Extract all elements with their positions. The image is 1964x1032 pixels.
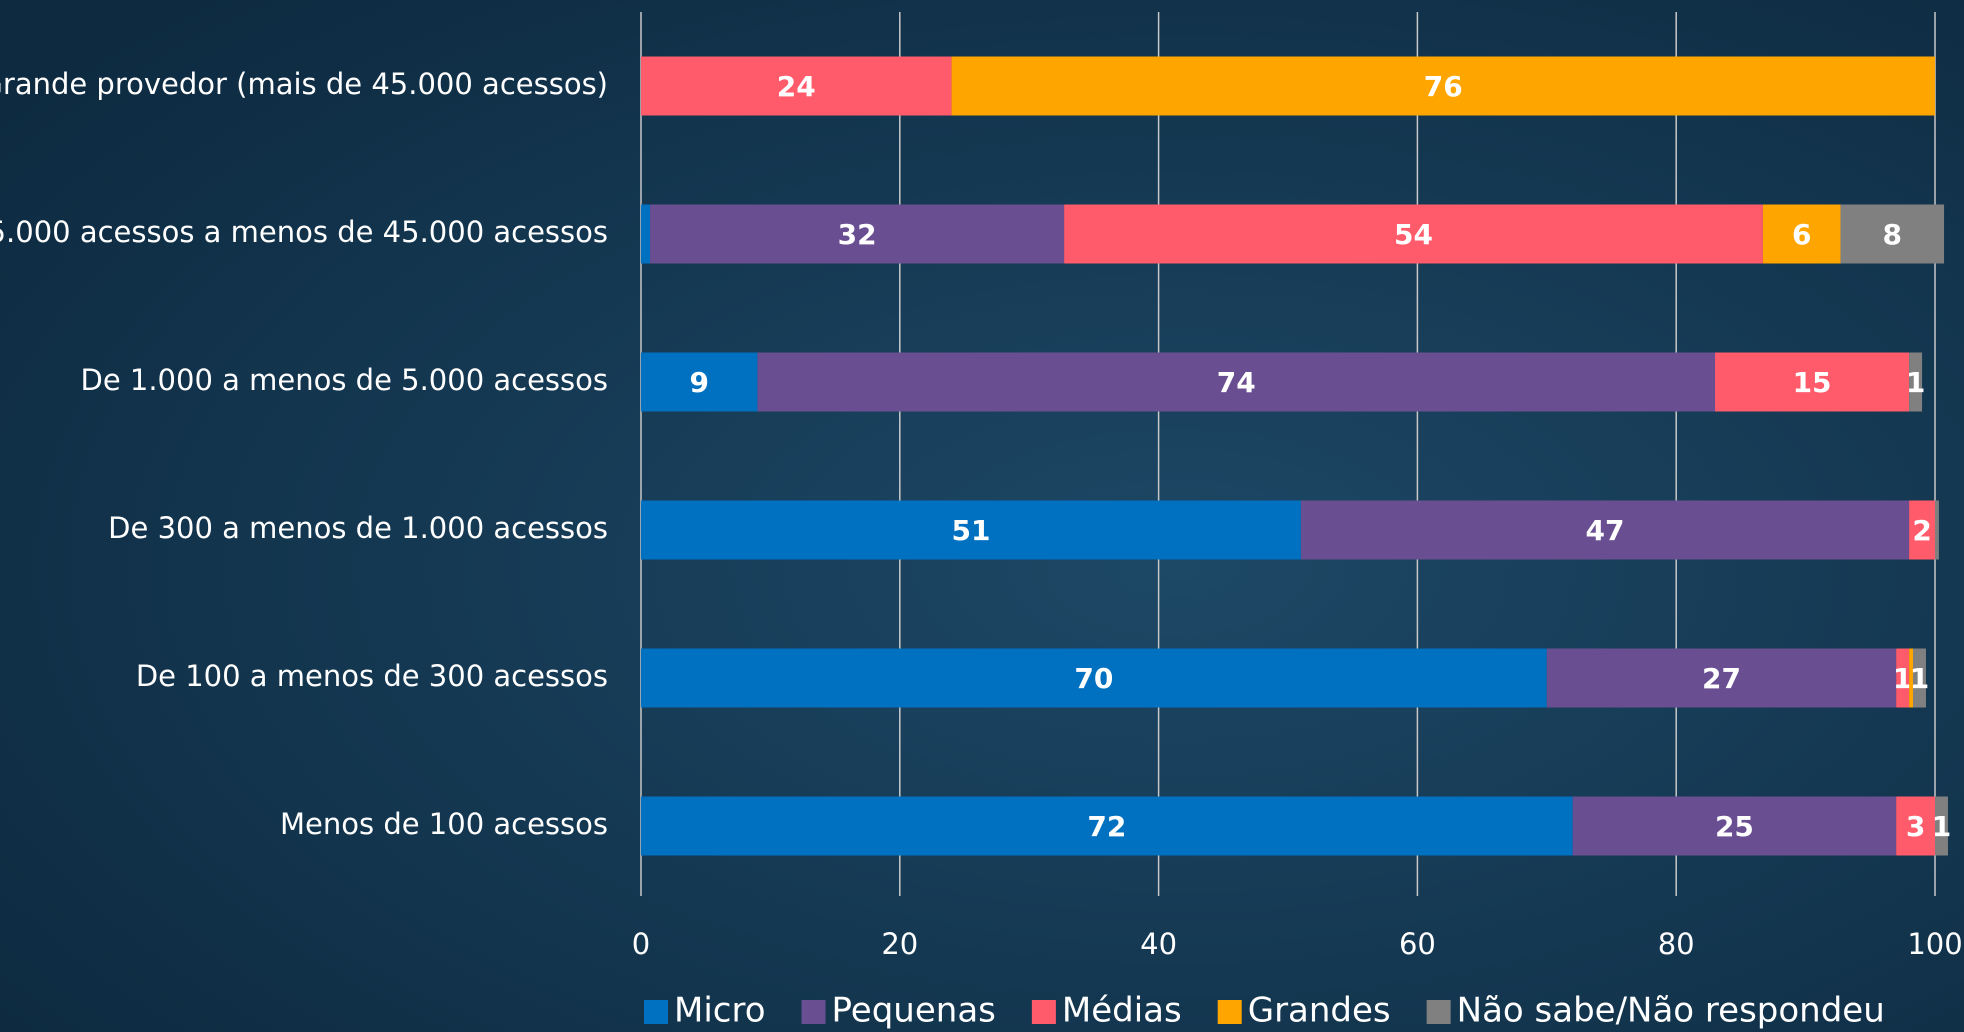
data-label: 76	[1424, 70, 1463, 103]
y-tick-label: Menos de 100 acessos	[280, 807, 608, 841]
bar-segment	[1896, 796, 1935, 856]
bar-segment	[650, 204, 1065, 264]
bar-segment	[757, 352, 1716, 412]
legend-swatch	[1217, 1000, 1242, 1024]
y-tick-label: 5.000 acessos a menos de 45.000 acessos	[0, 215, 608, 249]
bar-segment	[641, 500, 1301, 560]
legend-swatch	[1031, 1000, 1056, 1024]
y-tick-label: Grande provedor (mais de 45.000 acessos)	[0, 67, 608, 101]
x-tick-label: 60	[1399, 927, 1436, 961]
y-tick-label: De 300 a menos de 1.000 acessos	[108, 511, 608, 545]
data-label: 24	[777, 70, 816, 103]
y-tick-label: De 1.000 a menos de 5.000 acessos	[81, 363, 609, 397]
bar-segment	[1896, 648, 1910, 708]
data-label: 47	[1586, 514, 1625, 547]
data-label: 3	[1906, 810, 1925, 843]
bar-segment	[1840, 204, 1945, 264]
bar-segment	[641, 56, 952, 116]
bar-segment	[1935, 796, 1948, 856]
data-label: 72	[1087, 810, 1126, 843]
bar-segment	[951, 56, 1935, 116]
data-label: 70	[1074, 662, 1113, 695]
data-label: 2	[1912, 514, 1931, 547]
bar-segment	[1572, 796, 1897, 856]
bar-segment	[1300, 500, 1910, 560]
data-label: 1	[1910, 662, 1929, 695]
x-tick-label: 0	[632, 927, 650, 961]
bar-segment	[1909, 648, 1914, 708]
data-label: 51	[951, 514, 990, 547]
data-label: 25	[1715, 810, 1754, 843]
bar-segment	[641, 204, 651, 264]
data-label: 1	[1932, 810, 1951, 843]
x-tick-label: 20	[881, 927, 918, 961]
legend-label: Médias	[1062, 991, 1182, 1031]
data-label: 27	[1702, 662, 1741, 695]
legend-label: Não sabe/Não respondeu	[1457, 991, 1885, 1031]
legend-swatch	[1426, 1000, 1451, 1024]
legend-swatch	[801, 1000, 826, 1024]
bar-segment	[1064, 204, 1763, 264]
data-label: 54	[1394, 218, 1433, 251]
data-label: 9	[689, 366, 708, 399]
bar-segment	[1909, 500, 1935, 560]
data-label: 6	[1792, 218, 1811, 251]
bar-segment	[1762, 204, 1841, 264]
legend-swatch	[644, 1000, 668, 1024]
data-label: 15	[1793, 366, 1832, 399]
legend-label: Grandes	[1248, 991, 1391, 1031]
data-label: 32	[838, 218, 877, 251]
x-tick-label: 80	[1658, 927, 1695, 961]
data-label: 1	[1906, 366, 1925, 399]
data-label: 8	[1883, 218, 1902, 251]
bar-segment	[1935, 500, 1939, 560]
bar-segment	[1546, 648, 1897, 708]
data-label: 1	[1893, 662, 1912, 695]
x-tick-label: 40	[1140, 927, 1177, 961]
bar-segment	[641, 648, 1547, 708]
bar-segment	[1913, 648, 1926, 708]
x-tick-label: 100	[1907, 927, 1962, 961]
data-label: 74	[1217, 366, 1256, 399]
bar-segment	[641, 352, 758, 412]
bar-segment	[641, 796, 1573, 856]
y-tick-label: De 100 a menos de 300 acessos	[136, 659, 608, 693]
legend-label: Micro	[674, 991, 766, 1031]
bar-segment	[1909, 352, 1923, 412]
legend-label: Pequenas	[832, 991, 996, 1031]
bar-segment	[1715, 352, 1910, 412]
